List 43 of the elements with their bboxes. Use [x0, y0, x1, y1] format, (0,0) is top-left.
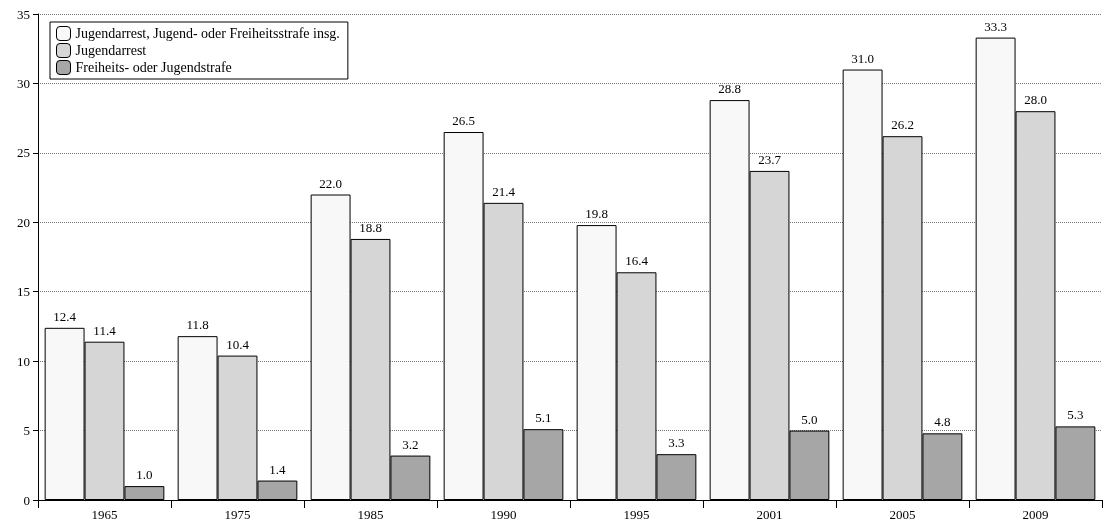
data-label: 3.2	[402, 436, 419, 452]
data-label: 19.8	[585, 206, 608, 222]
y-tick-label: 10	[17, 353, 30, 369]
data-label: 18.8	[359, 219, 382, 235]
data-label: 31.0	[851, 50, 874, 66]
data-label: 5.1	[535, 410, 552, 426]
x-tick-label: 1995	[623, 507, 650, 522]
y-tick-label: 35	[17, 6, 30, 22]
data-label: 12.4	[53, 308, 77, 324]
data-label: 28.0	[1024, 92, 1047, 108]
y-tick-label: 30	[17, 75, 30, 91]
data-label: 23.7	[758, 151, 782, 167]
data-label: 5.3	[1067, 407, 1084, 423]
y-tick-label: 0	[23, 492, 30, 508]
data-label: 16.4	[625, 253, 649, 269]
legend-label: Freiheits- oder Jugendstrafe	[75, 60, 232, 75]
data-label: 11.4	[93, 322, 117, 338]
data-label: 26.5	[452, 113, 475, 129]
data-label: 1.0	[136, 467, 153, 483]
data-label: 5.0	[801, 411, 818, 427]
x-tick-label: 2005	[889, 507, 916, 522]
legend-label: Jugendarrest, Jugend- oder Freiheitsstrafe insg.	[75, 26, 340, 41]
data-label: 33.3	[984, 18, 1007, 34]
data-label: 11.8	[186, 317, 209, 333]
y-tick-label: 15	[17, 284, 30, 300]
data-label: 22.0	[319, 175, 342, 191]
legend-label: Jugendarrest	[75, 43, 147, 58]
y-tick-label: 20	[17, 214, 30, 230]
x-tick-label: 2009	[1022, 507, 1049, 522]
data-label: 21.4	[492, 183, 516, 199]
data-label: 28.8	[718, 81, 741, 97]
x-tick-label: 1975	[224, 507, 251, 522]
data-label: 26.2	[891, 117, 914, 133]
y-tick-label: 25	[17, 145, 30, 161]
data-label: 10.4	[226, 336, 250, 352]
y-tick-label: 5	[23, 423, 30, 439]
x-tick-label: 1965	[91, 507, 118, 522]
x-tick-label: 1985	[357, 507, 384, 522]
x-tick-label: 2001	[756, 507, 783, 522]
x-tick-label: 1990	[490, 507, 517, 522]
data-label: 3.3	[668, 435, 685, 451]
data-label: 1.4	[269, 461, 287, 477]
data-label: 4.8	[934, 414, 951, 430]
